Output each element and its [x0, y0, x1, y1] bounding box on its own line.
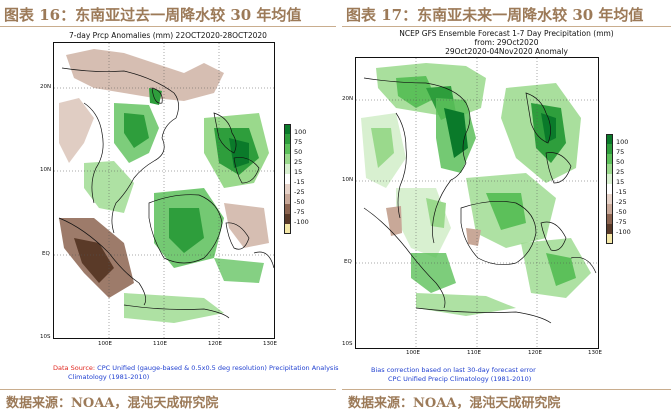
right-title-rule: [342, 26, 671, 27]
legend-swatch: [284, 184, 291, 194]
legend-label: -75: [294, 208, 305, 216]
legend-label: -15: [294, 178, 305, 186]
legend-swatch: [606, 194, 613, 204]
left-anomaly-fills: [59, 49, 269, 323]
right-coastlines: [363, 77, 597, 324]
legend-swatch: [284, 154, 291, 164]
legend-swatch: [606, 154, 613, 164]
legend-swatch: [284, 164, 291, 174]
left-lat-label-20n: 20N: [40, 84, 52, 90]
legend-label: 100: [294, 128, 307, 136]
legend-swatch: [284, 194, 291, 204]
left-coastlines: [58, 67, 274, 319]
left-lat-label-10n: 10N: [40, 167, 52, 173]
legend-label: 15: [616, 178, 625, 186]
left-source-text: 数据来源：NOAA，混沌天成研究院: [6, 396, 219, 411]
left-gridlines: [54, 43, 274, 338]
legend-swatch: [284, 124, 291, 134]
legend-swatch: [284, 224, 291, 234]
right-lon-label-130e: 130E: [588, 350, 602, 356]
legend-swatch: [606, 144, 613, 154]
legend-label: 25: [616, 168, 625, 176]
legend-label: 25: [294, 158, 303, 166]
right-lon-label-100e: 100E: [406, 350, 420, 356]
right-lon-label-110e: 110E: [467, 350, 481, 356]
left-figure-panel: 图表 16：东南亚过去一周降水较 30 年均值 7-day Prcp Anoma…: [0, 6, 339, 411]
legend-label: -100: [294, 218, 309, 226]
legend-label: -25: [616, 198, 627, 206]
legend-label: 50: [294, 148, 303, 156]
legend-swatch: [606, 214, 613, 224]
left-data-source-prefix: Data Source:: [53, 364, 96, 372]
right-lat-label-10s: 10S: [342, 341, 353, 347]
legend-label: -15: [616, 188, 627, 196]
legend-swatch: [284, 174, 291, 184]
left-footer-rule: [0, 389, 336, 390]
right-anomaly-fills: [361, 63, 591, 316]
legend-swatch: [606, 234, 613, 244]
right-figure-panel: 图表 17：东南亚未来一周降水较 30 年均值 NCEP GFS Ensembl…: [342, 0, 671, 412]
left-lat-label-eq: EQ: [42, 251, 50, 257]
legend-label: 100: [616, 138, 629, 146]
legend-label: 75: [294, 138, 303, 146]
right-map-title-line2: from: 29Oct2020: [474, 38, 539, 47]
left-title-rule: [0, 26, 336, 27]
legend-label: 15: [294, 168, 303, 176]
left-figure-title: 图表 16：东南亚过去一周降水较 30 年均值: [4, 6, 302, 24]
legend-swatch: [284, 144, 291, 154]
legend-swatch: [606, 164, 613, 174]
left-data-note-line1: Data Source: CPC Unified (gauge-based & …: [53, 364, 339, 372]
legend-label: -100: [616, 228, 631, 236]
right-lat-label-10n: 10N: [342, 177, 354, 183]
legend-label: -50: [616, 208, 627, 216]
left-lat-label-10s: 10S: [40, 334, 51, 340]
right-map-title-line3: 29Oct2020-04Nov2020 Anomaly: [445, 47, 568, 56]
legend-label: -50: [294, 198, 305, 206]
legend-swatch: [606, 174, 613, 184]
right-footer-rule: [342, 389, 671, 390]
legend-label: 50: [616, 158, 625, 166]
right-data-note-line2: CPC Unified Precip Climatology (1981-201…: [388, 375, 532, 383]
legend-swatch: [606, 204, 613, 214]
right-lat-label-20n: 20N: [342, 96, 354, 102]
legend-swatch: [284, 204, 291, 214]
legend-swatch: [284, 214, 291, 224]
left-lon-label-100e: 100E: [98, 341, 112, 347]
left-data-note-line2: Climatology (1981-2010): [68, 373, 150, 381]
left-anomaly-map: [53, 42, 275, 339]
legend-label: -25: [294, 188, 305, 196]
legend-swatch: [284, 134, 291, 144]
right-gridlines: [356, 58, 598, 348]
right-lat-label-eq: EQ: [344, 259, 352, 265]
legend-swatch: [606, 224, 613, 234]
legend-swatch: [606, 134, 613, 144]
legend-label: -75: [616, 218, 627, 226]
left-lon-label-110e: 110E: [153, 341, 167, 347]
left-lon-label-120e: 120E: [208, 341, 222, 347]
left-map-title: 7-day Prcp Anomalies (mm) 22OCT2020-28OC…: [69, 31, 267, 40]
right-map-graphic: [356, 58, 598, 348]
right-source-text: 数据来源：NOAA，混沌天成研究院: [348, 396, 561, 411]
legend-label: 75: [616, 148, 625, 156]
right-forecast-map: [355, 57, 599, 349]
right-figure-title: 图表 17：东南亚未来一周降水较 30 年均值: [346, 6, 644, 24]
right-lon-label-120e: 120E: [528, 350, 542, 356]
right-data-note-line1: Bias correction based on last 30-day for…: [371, 366, 536, 374]
left-lon-label-130e: 130E: [263, 341, 277, 347]
legend-swatch: [606, 184, 613, 194]
left-data-source-text: CPC Unified (gauge-based & 0.5x0.5 deg r…: [95, 364, 339, 372]
left-map-graphic: [54, 43, 274, 338]
right-map-title-line1: NCEP GFS Ensemble Forecast 1-7 Day Preci…: [399, 29, 614, 38]
